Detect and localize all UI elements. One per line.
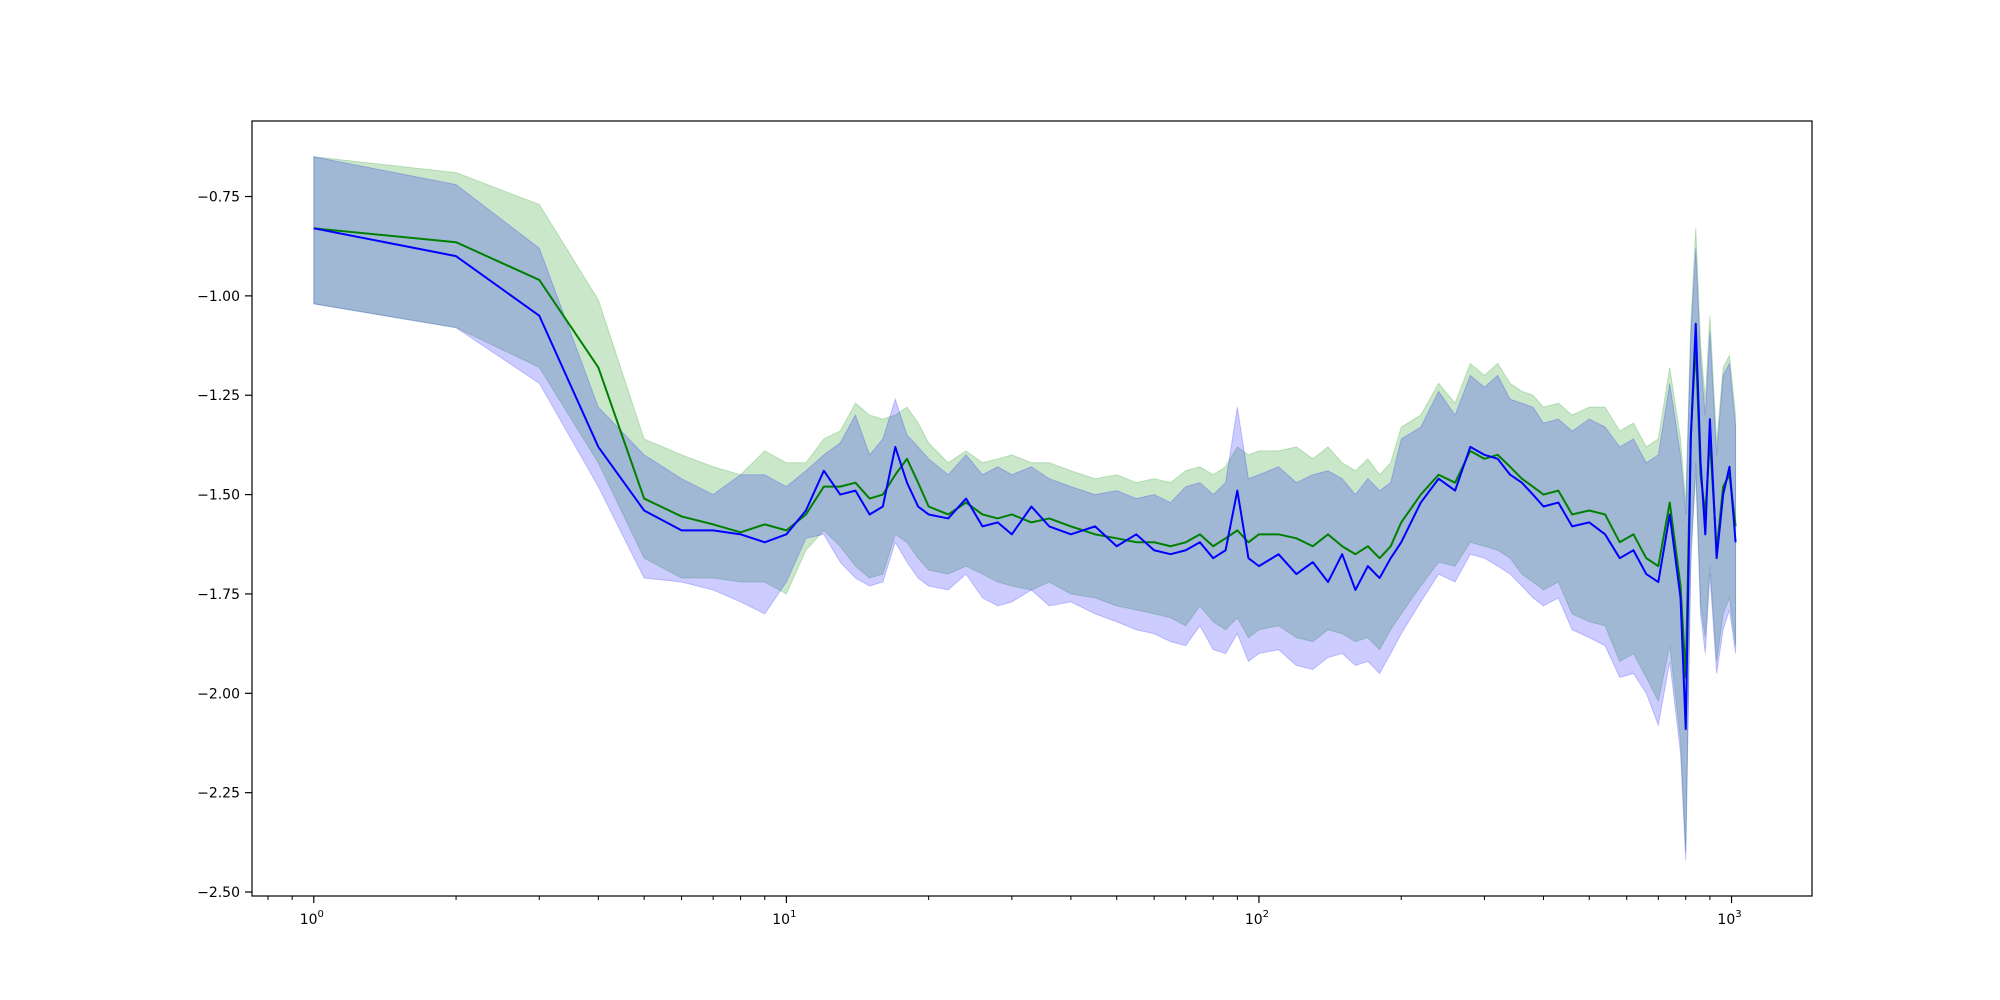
y-tick-label: −1.25 — [197, 388, 240, 404]
x-tick-label: 100 — [300, 909, 324, 928]
plot-area — [313, 156, 1737, 861]
y-tick-label: −2.25 — [197, 786, 240, 802]
series-2-line — [313, 227, 1737, 731]
series-2-band — [313, 156, 1737, 861]
y-axis: −0.75 −1.00 −1.25 −1.50 −1.75 −2.00 −2.25 −2.50 — [197, 190, 252, 901]
x-tick-label: 101 — [772, 909, 796, 928]
y-tick-label: −1.00 — [197, 289, 240, 305]
axes-frame — [251, 120, 1813, 897]
x-tick-label: 102 — [1245, 909, 1269, 928]
series-1-line — [313, 227, 1737, 679]
x-tick-label: 103 — [1717, 909, 1741, 928]
y-tick-label: −2.00 — [197, 686, 240, 702]
series-1-band — [313, 156, 1737, 853]
y-tick-label: −1.75 — [197, 587, 240, 603]
y-tick-label: −0.75 — [197, 190, 240, 206]
y-tick-label: −2.50 — [197, 885, 240, 901]
x-axis: 100 101 102 103 — [267, 896, 1742, 928]
y-tick-label: −1.50 — [197, 488, 240, 504]
